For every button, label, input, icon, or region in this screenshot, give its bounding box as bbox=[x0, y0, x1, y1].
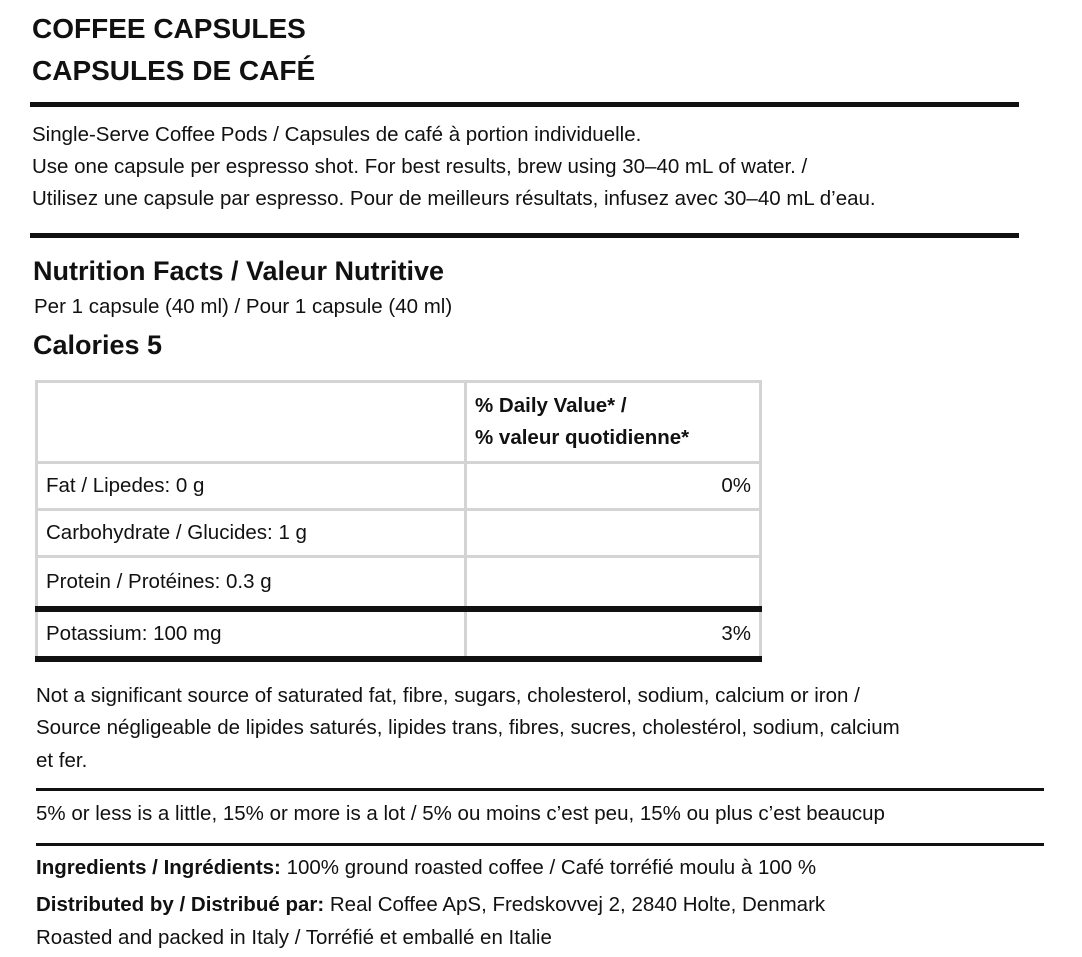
nutrient-cell: Potassium: 100 mg bbox=[35, 606, 467, 662]
divider bbox=[36, 788, 1044, 791]
origin: Roasted and packed in Italy / Torréfié e… bbox=[36, 926, 552, 949]
title-french: CAPSULES DE CAFÉ bbox=[32, 55, 316, 86]
dv-cell bbox=[464, 508, 762, 558]
daily-value-guide: 5% or less is a little, 15% or more is a… bbox=[36, 802, 885, 825]
divider bbox=[36, 843, 1044, 846]
table-row: Carbohydrate / Glucides: 1 g bbox=[35, 508, 762, 558]
not-significant-line: Not a significant source of saturated fa… bbox=[36, 684, 860, 707]
nutrient-cell: Carbohydrate / Glucides: 1 g bbox=[35, 508, 467, 558]
dv-cell: 0% bbox=[464, 461, 762, 511]
ingredients-text: 100% ground roasted coffee / Café torréf… bbox=[280, 856, 817, 879]
dv-cell bbox=[464, 555, 762, 611]
nutrient-cell: Protein / Protéines: 0.3 g bbox=[35, 555, 467, 611]
nutrient-cell: Fat / Lipedes: 0 g bbox=[35, 461, 467, 511]
not-significant-line: et fer. bbox=[36, 749, 88, 772]
distributor-label: Distributed by / Distribué par: bbox=[36, 893, 325, 916]
divider bbox=[30, 233, 1019, 238]
ingredients: Ingredients / Ingrédients: 100% ground r… bbox=[36, 856, 816, 880]
dv-header-fr: % valeur quotidienne* bbox=[475, 426, 690, 449]
calories: Calories 5 bbox=[33, 330, 163, 360]
description-line: Use one capsule per espresso shot. For b… bbox=[32, 155, 808, 178]
nutrition-table: % Daily Value* / % valeur quotidienne* Fa… bbox=[35, 380, 762, 662]
empty-header-cell bbox=[35, 380, 467, 464]
table-row: Protein / Protéines: 0.3 g bbox=[35, 555, 762, 611]
table-header-row: % Daily Value* / % valeur quotidienne* bbox=[35, 380, 762, 464]
ingredients-label: Ingredients / Ingrédients: bbox=[36, 856, 281, 879]
dv-cell: 3% bbox=[464, 606, 762, 662]
table-row: Fat / Lipedes: 0 g 0% bbox=[35, 461, 762, 511]
divider bbox=[30, 102, 1019, 107]
daily-value-header: % Daily Value* / % valeur quotidienne* bbox=[464, 380, 762, 464]
nutrition-heading: Nutrition Facts / Valeur Nutritive bbox=[33, 256, 445, 286]
serving-size: Per 1 capsule (40 ml) / Pour 1 capsule (… bbox=[34, 295, 453, 318]
description-line: Single-Serve Coffee Pods / Capsules de c… bbox=[32, 123, 642, 146]
distributor: Distributed by / Distribué par: Real Cof… bbox=[36, 893, 825, 917]
description-line: Utilisez une capsule par espresso. Pour … bbox=[32, 187, 876, 210]
title-english: COFFEE CAPSULES bbox=[32, 13, 306, 44]
distributor-text: Real Coffee ApS, Fredskovvej 2, 2840 Hol… bbox=[324, 893, 826, 916]
not-significant-line: Source négligeable de lipides saturés, l… bbox=[36, 716, 900, 739]
table-row: Potassium: 100 mg 3% bbox=[35, 606, 762, 662]
dv-header-en: % Daily Value* / bbox=[475, 394, 627, 417]
